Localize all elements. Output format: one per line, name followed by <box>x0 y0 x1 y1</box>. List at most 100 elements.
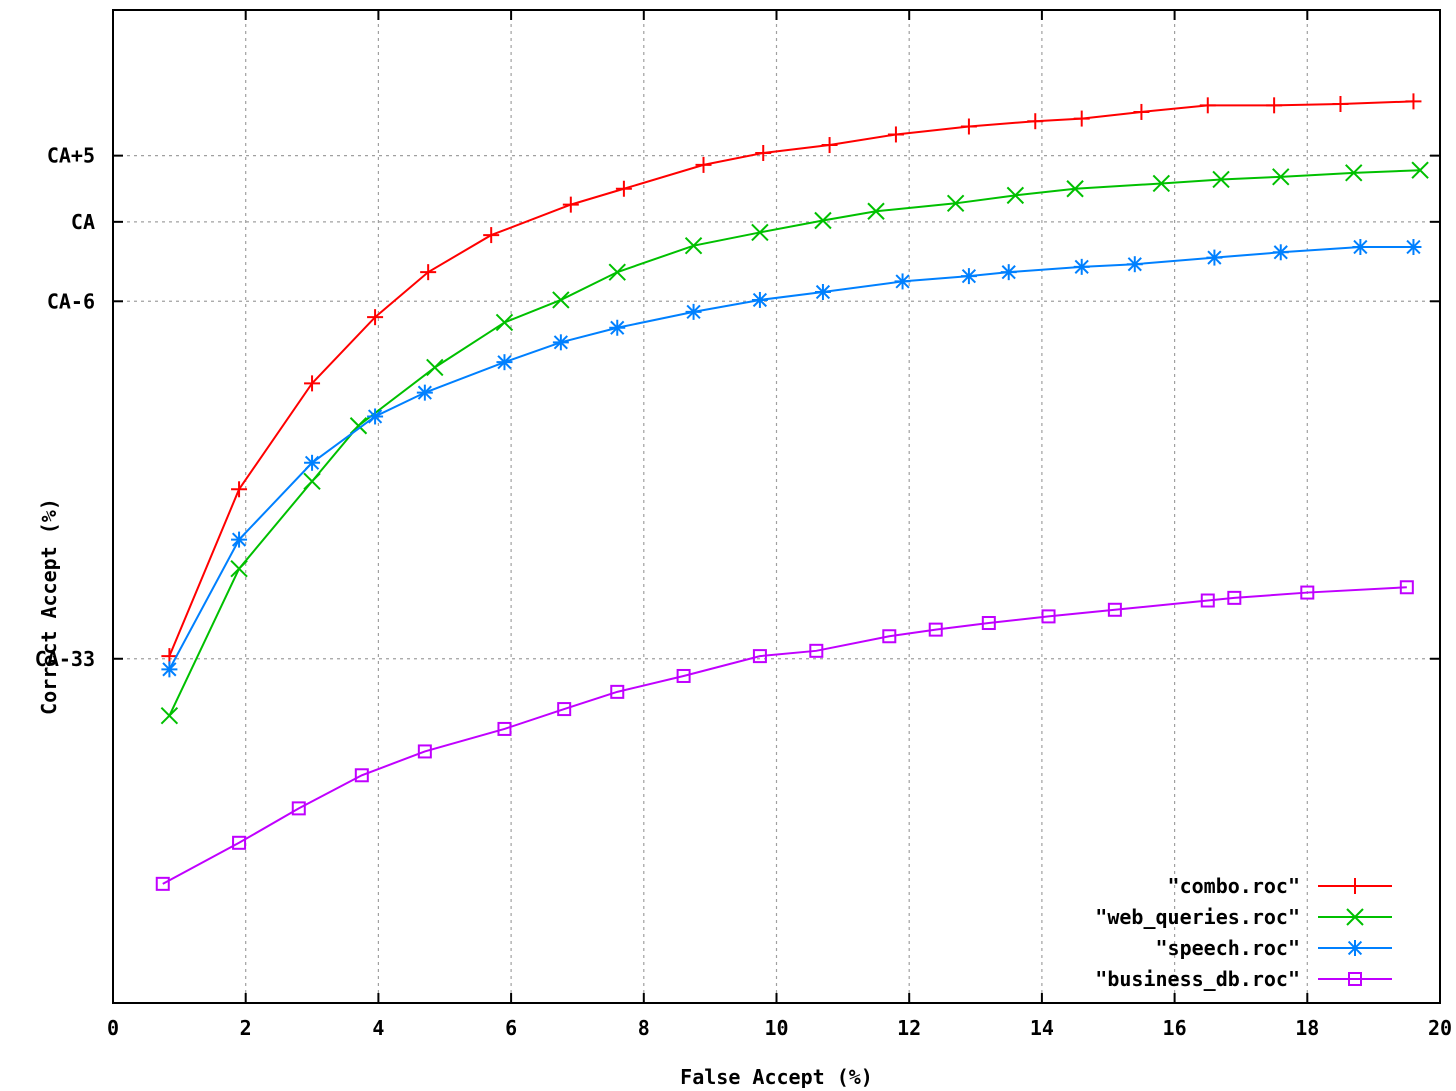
data-point-cross <box>1411 161 1429 179</box>
data-point-cross <box>867 202 885 220</box>
data-point-square <box>417 744 432 759</box>
data-point-star <box>751 291 768 308</box>
data-point-star <box>1347 940 1363 956</box>
y-tick-label: CA+5 <box>47 144 95 168</box>
data-point-star <box>685 303 702 320</box>
data-point-plus <box>960 118 977 135</box>
data-point-cross <box>552 291 570 309</box>
series-line <box>168 100 1414 657</box>
data-point-square <box>752 649 767 664</box>
data-point-cross <box>946 194 965 213</box>
legend-label: "speech.roc" <box>1156 936 1301 960</box>
x-tick-label: 2 <box>240 1016 252 1040</box>
data-point-square <box>155 876 170 891</box>
grid-lines <box>113 10 1440 1003</box>
x-tick-label: 16 <box>1163 1016 1187 1040</box>
data-point-square <box>676 668 691 683</box>
data-point-plus <box>420 264 437 281</box>
legend-item: "combo.roc" <box>1168 874 1392 898</box>
data-point-cross <box>1066 180 1084 198</box>
data-point-star <box>1352 238 1369 255</box>
data-point-star <box>416 384 433 401</box>
data-point-star <box>1000 264 1017 281</box>
tick-marks <box>112 10 1441 1003</box>
data-point-cross <box>230 560 248 578</box>
data-point-square <box>557 702 572 717</box>
data-point-cross <box>495 313 514 332</box>
data-point-star <box>367 408 384 425</box>
data-point-plus <box>887 126 904 143</box>
data-point-plus <box>562 196 579 213</box>
data-point-plus <box>695 156 712 173</box>
data-point-square <box>1200 593 1215 608</box>
data-point-cross <box>814 211 832 230</box>
legend-label: "combo.roc" <box>1168 874 1300 898</box>
data-point-cross <box>1346 908 1364 926</box>
data-point-star <box>1126 256 1143 273</box>
legend: "combo.roc" "web_queries.roc" "speech.roc"… <box>1095 874 1392 991</box>
series-1 <box>160 161 1429 725</box>
x-tick-label: 12 <box>897 1016 921 1040</box>
series-2 <box>161 238 1422 678</box>
x-tick-label: 6 <box>505 1016 517 1040</box>
data-point-plus <box>1332 96 1349 113</box>
data-point-star <box>1206 249 1223 266</box>
data-point-square <box>928 622 943 637</box>
y-tick-label: CA-33 <box>35 647 95 671</box>
data-point-plus <box>821 137 838 154</box>
data-point-plus <box>367 309 384 326</box>
series-0 <box>161 93 1422 665</box>
data-point-plus <box>231 481 248 498</box>
data-point-square <box>232 835 247 850</box>
data-point-square <box>1348 972 1362 986</box>
x-tick-label: 18 <box>1295 1016 1319 1040</box>
data-point-cross <box>1152 174 1171 193</box>
x-tick-label: 14 <box>1030 1016 1054 1040</box>
series-layer <box>155 93 1429 891</box>
data-point-plus <box>755 144 772 161</box>
data-point-square <box>1399 580 1414 595</box>
data-point-star <box>814 284 831 301</box>
x-tick-label: 0 <box>107 1016 119 1040</box>
series-line <box>162 586 1407 885</box>
legend-item: "speech.roc" <box>1156 936 1392 960</box>
data-point-square <box>354 768 369 783</box>
y-tick-label: CA <box>71 210 95 234</box>
data-point-cross <box>426 358 444 377</box>
series-3 <box>155 580 1414 891</box>
x-tick-labels: 0 2 4 6 8 10 12 14 16 18 20 <box>107 1016 1452 1040</box>
data-point-cross <box>1345 164 1363 182</box>
data-point-star <box>894 273 911 290</box>
data-point-square <box>809 643 824 658</box>
data-point-star <box>496 354 513 371</box>
y-axis-label: Correct Accept (%) <box>37 498 61 715</box>
data-point-square <box>882 629 897 644</box>
x-tick-label: 20 <box>1428 1016 1452 1040</box>
data-point-square <box>497 721 512 736</box>
data-point-square <box>1300 585 1315 600</box>
data-point-star <box>1272 244 1289 261</box>
data-point-star <box>552 334 569 351</box>
legend-label: "web_queries.roc" <box>1095 905 1300 929</box>
data-point-cross <box>1006 186 1025 205</box>
legend-item: "web_queries.roc" <box>1095 905 1392 929</box>
x-tick-label: 8 <box>638 1016 650 1040</box>
data-point-cross <box>751 223 769 242</box>
data-point-star <box>304 454 321 471</box>
data-point-cross <box>349 417 368 435</box>
data-point-plus <box>483 227 500 244</box>
data-point-cross <box>608 263 626 281</box>
data-point-plus <box>1027 113 1044 130</box>
data-point-square <box>1107 602 1122 617</box>
x-tick-label: 4 <box>372 1016 384 1040</box>
data-point-star <box>1073 258 1090 275</box>
data-point-plus <box>1133 103 1150 120</box>
data-point-star <box>960 268 977 285</box>
data-point-cross <box>160 706 179 725</box>
x-tick-label: 10 <box>764 1016 788 1040</box>
data-point-square <box>1041 609 1056 624</box>
data-point-star <box>1405 238 1422 255</box>
data-point-plus <box>1199 97 1216 114</box>
y-tick-labels: CA-33 CA-6 CA CA+5 <box>35 144 95 671</box>
